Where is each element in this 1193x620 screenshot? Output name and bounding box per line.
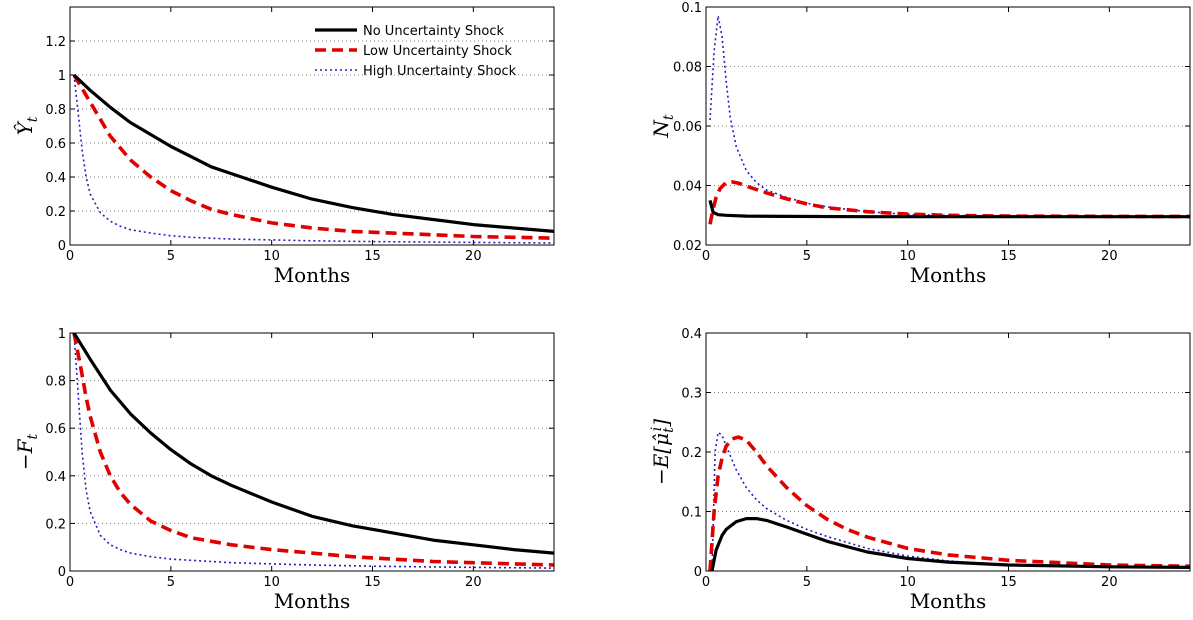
panel-bottom-right: 0 5 10 15 20 0 0.1 0.2 0.3 0.4 Months −E[μ̂ti] [649, 327, 1191, 613]
x-tick-label: 15 [364, 249, 381, 264]
x-axis-label: Months [910, 589, 987, 613]
y-tick-label: 0.02 [673, 239, 702, 254]
x-tick-label: 10 [263, 249, 280, 264]
series-line-high-uncertainty [709, 15, 1190, 218]
x-tick-label: 15 [1000, 575, 1017, 590]
legend-label-no-uncertainty: No Uncertainty Shock [363, 24, 504, 39]
y-tick-label: 0.6 [45, 422, 66, 437]
panel-top-right: 0 5 10 15 20 0.02 0.04 0.06 0.08 0.1 Months Nt [649, 1, 1191, 287]
series-line-high-uncertainty [73, 333, 554, 569]
y-tick-label: 0 [58, 565, 66, 580]
series-line-no-uncertainty [710, 516, 1190, 571]
series-line-low-uncertainty [72, 74, 554, 240]
x-tick-label: 5 [803, 249, 811, 264]
y-axis-label: Nt [649, 114, 677, 139]
series-group [708, 431, 1190, 571]
y-tick-label: 0.4 [45, 171, 66, 186]
x-tick-label: 0 [702, 249, 710, 264]
y-tick-label: 0.8 [45, 103, 66, 118]
series-group [72, 333, 554, 569]
y-axis-label: Ŷt [13, 116, 41, 135]
y-tick-label: 0.3 [681, 387, 702, 402]
series-group [72, 73, 554, 244]
x-tick-label: 10 [263, 575, 280, 590]
y-tick-label: 0.6 [45, 137, 66, 152]
x-tick-label: 0 [66, 249, 74, 264]
y-tick-label: 0.04 [673, 180, 702, 195]
x-tick-label: 10 [899, 249, 916, 264]
x-tick-label: 20 [1101, 575, 1118, 590]
y-tick-label: 0.06 [673, 120, 702, 135]
legend: No Uncertainty Shock Low Uncertainty Shoc… [315, 24, 517, 79]
y-tick-label: 0.08 [673, 61, 702, 76]
x-tick-label: 0 [702, 575, 710, 590]
series-line-high-uncertainty [711, 431, 1190, 571]
x-tick-label: 0 [66, 575, 74, 590]
panel-top-left: 0 5 10 15 20 0 0.2 0.4 0.6 0.8 1 1.2 Months Ŷt No Unce… [13, 6, 555, 287]
legend-label-low-uncertainty: Low Uncertainty Shock [363, 44, 512, 59]
x-axis-label: Months [274, 589, 351, 613]
axes-box [69, 6, 555, 246]
x-tick-label: 5 [167, 575, 175, 590]
series-line-no-uncertainty [708, 199, 1190, 219]
y-tick-label: 0 [694, 565, 702, 580]
x-tick-label: 15 [1000, 249, 1017, 264]
x-tick-label: 5 [803, 575, 811, 590]
panel-bottom-left: 0 5 10 15 20 0 0.2 0.4 0.6 0.8 1 Months −Ft [13, 327, 555, 613]
y-tick-label: 0.1 [681, 506, 702, 521]
legend-label-high-uncertainty: High Uncertainty Shock [363, 64, 517, 79]
y-tick-label: 0.2 [45, 517, 66, 532]
y-axis-label: −Ft [13, 434, 41, 471]
series-line-no-uncertainty [72, 73, 554, 233]
series-line-no-uncertainty [72, 333, 554, 555]
x-axis-label: Months [910, 263, 987, 287]
x-tick-label: 5 [167, 249, 175, 264]
y-tick-label: 0.2 [681, 446, 702, 461]
y-tick-label: 0 [58, 239, 66, 254]
x-tick-label: 20 [465, 575, 482, 590]
y-tick-label: 0.1 [681, 1, 702, 16]
x-tick-label: 20 [465, 249, 482, 264]
x-tick-label: 20 [1101, 249, 1118, 264]
y-tick-label: 0.4 [681, 327, 702, 342]
y-tick-label: 0.8 [45, 375, 66, 390]
y-tick-label: 1 [58, 69, 66, 84]
y-tick-label: 1.2 [45, 35, 66, 50]
axes-box [69, 332, 555, 572]
series-line-high-uncertainty [73, 74, 554, 244]
y-tick-label: 0.2 [45, 205, 66, 220]
series-group [708, 15, 1190, 225]
x-tick-label: 15 [364, 575, 381, 590]
y-axis-label: −E[μ̂ti] [649, 419, 677, 485]
series-line-low-uncertainty [72, 333, 554, 567]
series-line-low-uncertainty [708, 435, 1190, 571]
x-tick-label: 10 [899, 575, 916, 590]
y-tick-label: 1 [58, 327, 66, 342]
y-tick-label: 0.4 [45, 470, 66, 485]
x-axis-label: Months [274, 263, 351, 287]
